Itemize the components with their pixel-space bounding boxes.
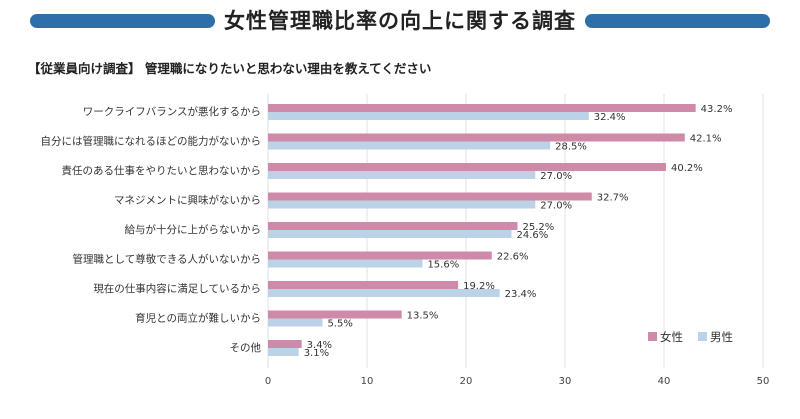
bar-male [268,141,551,150]
x-tick-label: 0 [265,376,271,387]
bar-female [268,281,459,289]
bar-female [268,222,518,230]
page-title: 女性管理職比率の向上に関する調査 [224,9,576,33]
data-label: 25.2% [522,222,554,233]
chart-subtitle: 【従業員向け調査】 管理職になりたいと思わない理由を教えてください [28,61,432,76]
bar-female [268,251,492,260]
bar-male [268,289,500,297]
category-label: マネジメントに興味がないから [114,194,261,207]
data-label: 15.6% [427,260,459,271]
legend-swatch-male [698,332,707,341]
banner-bar-left [30,14,215,28]
data-label: 43.2% [701,104,733,115]
legend-swatch-female [648,332,657,341]
bar-female [268,340,302,348]
data-label: 3.1% [304,348,329,359]
bar-male [268,112,589,120]
data-label: 22.6% [497,252,529,263]
category-label: その他 [230,341,262,354]
bar-male [268,200,536,209]
data-label: 19.2% [463,281,495,292]
bar-female [268,133,685,142]
category-label: 給与が十分に上がらないから [125,223,262,236]
bar-male [268,348,299,356]
bar-female [268,163,666,171]
banner-bar-right [585,14,770,28]
category-label: 育児との両立が難しいから [135,312,261,325]
bar-female [268,310,402,319]
data-label: 32.7% [597,193,629,204]
bar-male [268,230,512,238]
x-tick-label: 30 [559,376,572,387]
data-label: 42.1% [690,134,722,145]
data-label: 27.0% [540,201,572,212]
category-label: 自分には管理職になれるほどの能力がないから [41,135,262,148]
data-label: 5.5% [327,319,352,330]
category-label: ワークライフバランスが悪化するから [83,105,261,118]
legend-label-female: 女性 [660,330,683,344]
data-label: 13.5% [407,311,439,322]
data-label: 28.5% [555,142,587,153]
data-label: 24.6% [517,230,549,241]
legend-label-male: 男性 [710,330,733,344]
x-tick-label: 40 [658,376,671,387]
x-tick-label: 50 [757,376,770,387]
bar-male [268,259,423,268]
bar-male [268,318,323,327]
x-tick-label: 10 [361,376,374,387]
x-tick-label: 20 [460,376,473,387]
bar-female [268,104,696,112]
category-label: 管理職として尊敬できる人がいないから [73,253,261,266]
bar-female [268,192,592,201]
data-label: 23.4% [505,289,537,300]
category-label: 現在の仕事内容に満足しているから [93,282,261,295]
data-label: 3.4% [307,340,332,351]
data-label: 32.4% [594,112,626,123]
data-label: 27.0% [540,171,572,182]
category-label: 責任のある仕事をやりたいと思わないから [62,164,262,177]
data-label: 40.2% [671,163,703,174]
bar-male [268,171,536,179]
